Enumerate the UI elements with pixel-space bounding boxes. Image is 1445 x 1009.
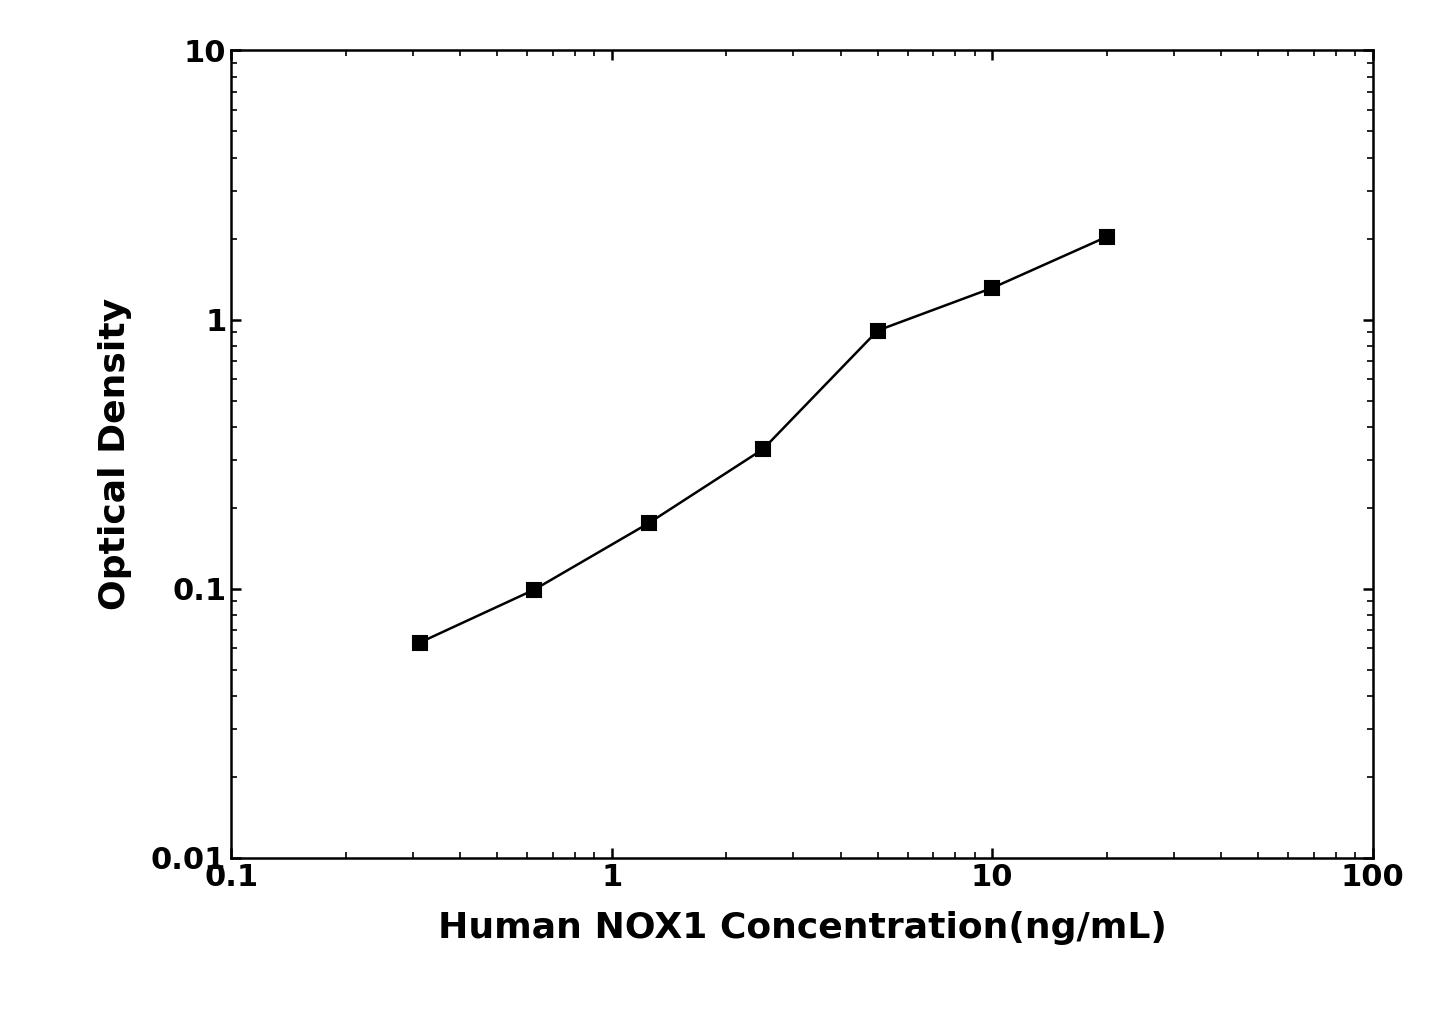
X-axis label: Human NOX1 Concentration(ng/mL): Human NOX1 Concentration(ng/mL) [438, 911, 1166, 945]
Y-axis label: Optical Density: Optical Density [97, 298, 131, 610]
